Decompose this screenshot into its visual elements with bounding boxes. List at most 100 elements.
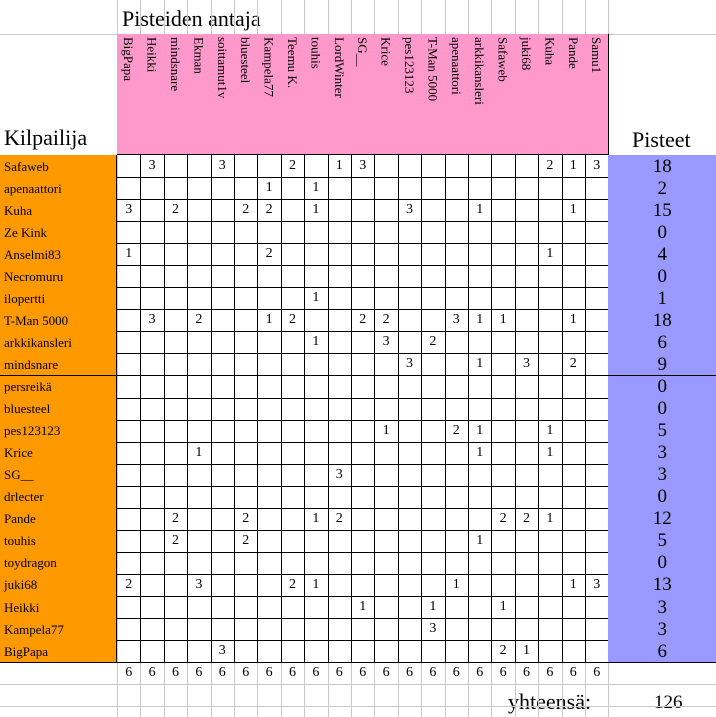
score-cell[interactable]	[421, 375, 446, 399]
score-cell[interactable]	[491, 243, 516, 267]
score-cell[interactable]	[561, 287, 586, 311]
score-cell[interactable]: 3	[327, 463, 352, 487]
score-cell[interactable]	[444, 485, 469, 509]
score-cell[interactable]	[468, 397, 493, 421]
score-cell[interactable]: 3	[397, 353, 423, 377]
score-cell[interactable]	[304, 529, 329, 553]
score-cell[interactable]	[374, 375, 399, 399]
score-cell[interactable]	[351, 221, 376, 245]
score-cell[interactable]	[585, 419, 610, 443]
score-cell[interactable]	[514, 573, 540, 597]
score-cell[interactable]	[117, 287, 142, 311]
score-cell[interactable]	[140, 507, 165, 531]
score-cell[interactable]	[187, 155, 212, 179]
score-cell[interactable]: 1	[561, 155, 586, 179]
competitor-name[interactable]: Kuha	[0, 199, 117, 223]
score-cell[interactable]	[280, 640, 306, 664]
score-cell[interactable]	[444, 463, 469, 487]
score-cell[interactable]	[421, 199, 446, 223]
competitor-name[interactable]: mindsnare	[0, 353, 117, 377]
score-cell[interactable]	[421, 441, 446, 465]
score-cell[interactable]	[397, 221, 423, 245]
score-cell[interactable]	[351, 485, 376, 509]
score-cell[interactable]: 1	[257, 177, 282, 201]
score-cell[interactable]	[538, 265, 563, 289]
score-cell[interactable]	[397, 265, 423, 289]
score-cell[interactable]	[397, 331, 423, 355]
score-cell[interactable]	[561, 529, 586, 553]
score-cell[interactable]	[538, 618, 563, 642]
score-cell[interactable]: 2	[257, 199, 282, 223]
score-cell[interactable]	[140, 243, 165, 267]
score-cell[interactable]	[304, 441, 329, 465]
score-cell[interactable]	[374, 463, 399, 487]
score-cell[interactable]	[234, 221, 259, 245]
score-cell[interactable]	[397, 551, 423, 575]
score-cell[interactable]: 2	[561, 353, 586, 377]
score-cell[interactable]	[117, 529, 142, 553]
competitor-name[interactable]: touhis	[0, 529, 117, 553]
score-cell[interactable]: 3	[187, 573, 212, 597]
score-cell[interactable]	[327, 618, 352, 642]
score-cell[interactable]	[257, 529, 282, 553]
score-cell[interactable]	[491, 375, 516, 399]
score-cell[interactable]: 3	[210, 155, 235, 179]
score-cell[interactable]	[444, 397, 469, 421]
score-cell[interactable]	[351, 419, 376, 443]
score-cell[interactable]	[397, 419, 423, 443]
score-cell[interactable]	[140, 353, 165, 377]
score-cell[interactable]	[257, 441, 282, 465]
score-cell[interactable]	[585, 463, 610, 487]
score-cell[interactable]	[561, 221, 586, 245]
score-cell[interactable]	[421, 640, 446, 664]
score-cell[interactable]	[468, 551, 493, 575]
score-cell[interactable]	[421, 177, 446, 201]
score-cell[interactable]	[421, 419, 446, 443]
score-cell[interactable]	[491, 331, 516, 355]
score-cell[interactable]	[585, 331, 610, 355]
score-cell[interactable]	[327, 309, 352, 333]
score-cell[interactable]	[538, 573, 563, 597]
score-cell[interactable]	[140, 551, 165, 575]
score-cell[interactable]	[468, 596, 493, 620]
score-cell[interactable]	[585, 596, 610, 620]
score-cell[interactable]	[585, 640, 610, 664]
score-cell[interactable]	[234, 287, 259, 311]
score-cell[interactable]	[561, 640, 586, 664]
score-cell[interactable]: 2	[444, 419, 469, 443]
score-cell[interactable]: 2	[257, 243, 282, 267]
score-cell[interactable]	[187, 199, 212, 223]
score-cell[interactable]	[140, 177, 165, 201]
score-cell[interactable]	[210, 419, 235, 443]
score-cell[interactable]: 3	[140, 155, 165, 179]
giver-header[interactable]: BigPapa	[117, 34, 142, 155]
score-cell[interactable]	[280, 353, 306, 377]
score-cell[interactable]	[140, 287, 165, 311]
score-cell[interactable]	[468, 155, 493, 179]
score-cell[interactable]	[257, 265, 282, 289]
score-cell[interactable]	[234, 573, 259, 597]
score-cell[interactable]: 1	[444, 573, 469, 597]
competitor-name[interactable]: drlecter	[0, 485, 117, 509]
score-cell[interactable]	[163, 485, 189, 509]
competitor-name[interactable]: Safaweb	[0, 155, 117, 179]
score-cell[interactable]	[140, 221, 165, 245]
score-cell[interactable]: 2	[491, 640, 516, 664]
score-cell[interactable]	[234, 640, 259, 664]
score-cell[interactable]	[351, 441, 376, 465]
score-cell[interactable]	[468, 243, 493, 267]
score-cell[interactable]	[538, 640, 563, 664]
score-cell[interactable]	[561, 331, 586, 355]
score-cell[interactable]	[327, 529, 352, 553]
score-cell[interactable]	[538, 309, 563, 333]
score-cell[interactable]	[187, 331, 212, 355]
score-cell[interactable]	[234, 331, 259, 355]
score-cell[interactable]	[421, 243, 446, 267]
score-cell[interactable]	[514, 375, 540, 399]
score-cell[interactable]	[257, 485, 282, 509]
score-cell[interactable]	[397, 155, 423, 179]
score-cell[interactable]	[257, 353, 282, 377]
score-cell[interactable]	[117, 309, 142, 333]
score-cell[interactable]	[234, 551, 259, 575]
competitor-name[interactable]: apenaattori	[0, 177, 117, 201]
